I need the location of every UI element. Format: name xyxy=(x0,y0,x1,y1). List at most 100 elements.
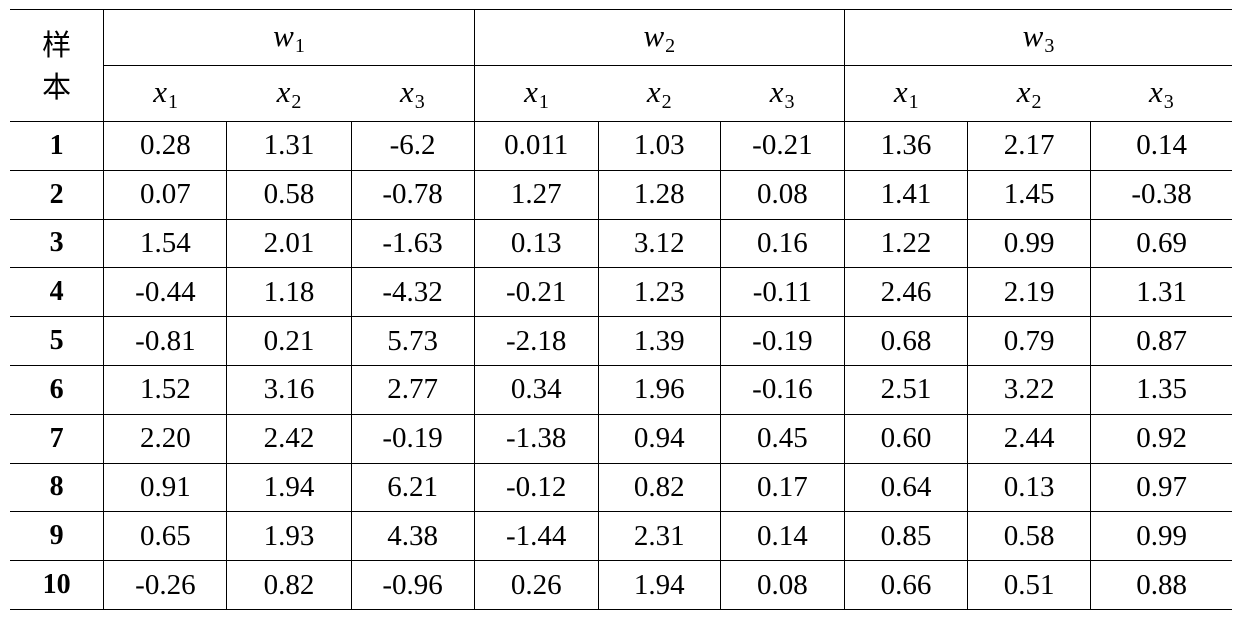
table-cell: -0.96 xyxy=(350,560,475,610)
table-cell: -1.63 xyxy=(350,218,475,269)
table-row: 4 -0.44 1.18 -4.32 -0.21 1.23 -0.11 2.46 2.19 1.3… xyxy=(10,267,1232,318)
table-cell: 2.01 xyxy=(226,218,352,269)
table-cell: 0.14 xyxy=(1090,121,1232,171)
table-cell: 1.93 xyxy=(226,511,352,562)
table-cell: -1.44 xyxy=(473,511,599,562)
table-cell: -2.18 xyxy=(473,316,599,366)
table-cell: 0.16 xyxy=(719,218,845,269)
table-cell: 2.51 xyxy=(843,364,969,415)
table-cell: 0.99 xyxy=(1090,511,1232,562)
table-cell: 2.31 xyxy=(597,511,721,562)
table-cell: -0.78 xyxy=(350,169,475,220)
column-header-row: x1 x2 x3 x1 x2 x3 x1 x2 x3 xyxy=(10,65,1232,122)
group-header-w2: w2 xyxy=(473,9,845,66)
table-row: 3 1.54 2.01 -1.63 0.13 3.12 0.16 1.22 0.99 0.69 xyxy=(10,218,1232,269)
table-cell: 0.97 xyxy=(1090,462,1232,513)
table-row: 5 -0.81 0.21 5.73 -2.18 1.39 -0.19 0.68 0.79 0.87 xyxy=(10,316,1232,366)
table-cell: -0.44 xyxy=(103,267,228,318)
table-cell: 0.07 xyxy=(103,169,228,220)
table-cell: 0.99 xyxy=(967,218,1092,269)
table-cell: -0.38 xyxy=(1090,169,1232,220)
table-cell: 1.41 xyxy=(843,169,969,220)
table-cell: 0.51 xyxy=(967,560,1092,610)
sample-label-line1: 样 xyxy=(42,27,72,62)
col-header-w1-x1: x1 xyxy=(103,65,227,122)
table-cell: 1.03 xyxy=(597,121,721,171)
table-cell: 0.79 xyxy=(967,316,1092,366)
table-cell: 0.85 xyxy=(843,511,969,562)
table-row: 2 0.07 0.58 -0.78 1.27 1.28 0.08 1.41 1.45 -0.38 xyxy=(10,169,1232,220)
table-cell: 1.35 xyxy=(1090,364,1232,415)
row-number: 6 xyxy=(10,364,105,415)
table-row: 6 1.52 3.16 2.77 0.34 1.96 -0.16 2.51 3.22 1.35 xyxy=(10,364,1232,415)
row-number: 9 xyxy=(10,511,105,562)
table-cell: 0.14 xyxy=(719,511,845,562)
table-cell: -1.38 xyxy=(473,413,599,464)
row-number: 10 xyxy=(10,560,105,610)
table-row: 1 0.28 1.31 -6.2 0.011 1.03 -0.21 1.36 2.17 0.14 xyxy=(10,121,1232,171)
row-number: 7 xyxy=(10,413,105,464)
group-header-w1: w1 xyxy=(103,9,475,66)
table-cell: -6.2 xyxy=(350,121,475,171)
table-cell: -0.26 xyxy=(103,560,228,610)
table-cell: -0.81 xyxy=(103,316,228,366)
row-number: 4 xyxy=(10,267,105,318)
table-cell: 0.91 xyxy=(103,462,228,513)
table-cell: -0.19 xyxy=(350,413,475,464)
table-cell: 2.44 xyxy=(967,413,1092,464)
table-cell: 1.22 xyxy=(843,218,969,269)
table-cell: 0.60 xyxy=(843,413,969,464)
table-cell: -0.21 xyxy=(473,267,599,318)
table-cell: 0.08 xyxy=(719,560,845,610)
table-row: 8 0.91 1.94 6.21 -0.12 0.82 0.17 0.64 0.13 0.97 xyxy=(10,462,1232,513)
table-cell: 0.13 xyxy=(473,218,599,269)
table-cell: 1.28 xyxy=(597,169,721,220)
table-cell: 3.22 xyxy=(967,364,1092,415)
table-cell: 0.65 xyxy=(103,511,228,562)
table-cell: 0.45 xyxy=(719,413,845,464)
sample-header: 样 本 xyxy=(10,9,105,122)
table-cell: 0.28 xyxy=(103,121,228,171)
group-header-w3: w3 xyxy=(843,9,1232,66)
col-header-w1-x3: x3 xyxy=(351,65,475,122)
table-cell: 2.77 xyxy=(350,364,475,415)
table-cell: 0.26 xyxy=(473,560,599,610)
table-cell: 0.21 xyxy=(226,316,352,366)
col-header-w1-x2: x2 xyxy=(226,65,352,122)
table-cell: 0.011 xyxy=(473,121,599,171)
table-cell: 0.87 xyxy=(1090,316,1232,366)
col-header-w2-x2: x2 xyxy=(598,65,721,122)
table-cell: 0.82 xyxy=(226,560,352,610)
table-cell: 5.73 xyxy=(350,316,475,366)
row-number: 5 xyxy=(10,316,105,366)
table-cell: 1.52 xyxy=(103,364,228,415)
col-header-w3-x1: x1 xyxy=(843,65,968,122)
row-number: 2 xyxy=(10,169,105,220)
table-cell: 1.45 xyxy=(967,169,1092,220)
table-row: 9 0.65 1.93 4.38 -1.44 2.31 0.14 0.85 0.58 0.99 xyxy=(10,511,1232,562)
table-cell: 1.94 xyxy=(226,462,352,513)
table-cell: 0.58 xyxy=(967,511,1092,562)
sample-label-line2: 本 xyxy=(42,69,72,104)
table-cell: -0.19 xyxy=(719,316,845,366)
table-cell: 1.31 xyxy=(226,121,352,171)
table-cell: 6.21 xyxy=(350,462,475,513)
table-cell: 0.69 xyxy=(1090,218,1232,269)
table-cell: 1.23 xyxy=(597,267,721,318)
table-cell: 1.27 xyxy=(473,169,599,220)
table-cell: 0.88 xyxy=(1090,560,1232,610)
table-cell: 0.17 xyxy=(719,462,845,513)
col-header-w3-x3: x3 xyxy=(1090,65,1232,122)
table-cell: -4.32 xyxy=(350,267,475,318)
table-cell: 1.39 xyxy=(597,316,721,366)
table-cell: 0.82 xyxy=(597,462,721,513)
group-header-row: 样 本 w1 w2 w3 xyxy=(10,9,1232,122)
table-cell: 4.38 xyxy=(350,511,475,562)
table-cell: 0.92 xyxy=(1090,413,1232,464)
table-cell: 0.58 xyxy=(226,169,352,220)
row-number: 1 xyxy=(10,121,105,171)
table-cell: 3.12 xyxy=(597,218,721,269)
table-cell: 0.08 xyxy=(719,169,845,220)
table-cell: 0.66 xyxy=(843,560,969,610)
col-header-w2-x3: x3 xyxy=(720,65,845,122)
